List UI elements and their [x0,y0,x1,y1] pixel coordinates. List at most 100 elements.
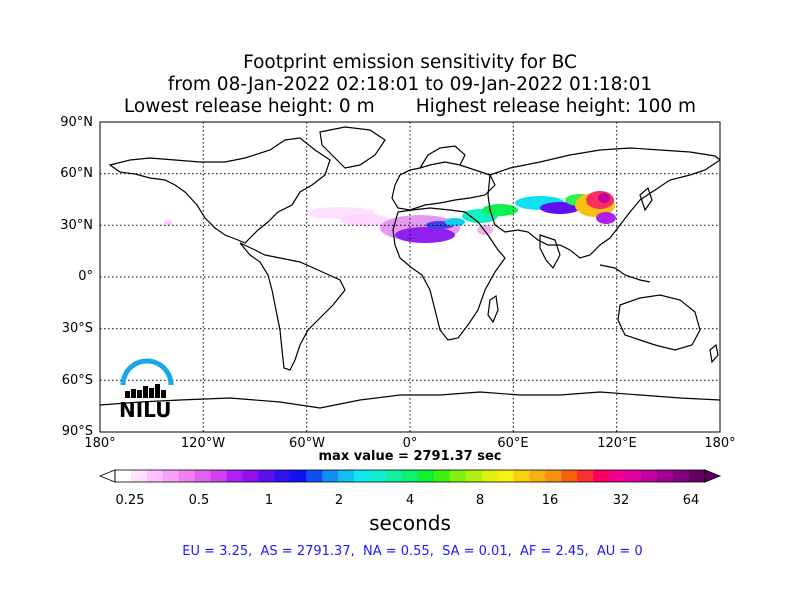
colorbar-cell [625,470,642,482]
colorbar-cell [593,470,610,482]
colorbar-tick-5: 8 [475,493,485,508]
coast-madagascar [487,294,499,324]
plume-pacific [164,220,172,226]
colorbar-cell [322,470,339,482]
colorbar-units-label: seconds [369,511,451,535]
lon-label-120w: 120°W [180,436,226,451]
plume-atlantic-2 [340,214,390,226]
plume-china-core [598,193,610,203]
nilu-logo-icon [120,358,174,398]
colorbar-cell [657,470,674,482]
colorbar-cell [433,470,451,482]
colorbar-cell [577,470,594,482]
colorbar-cell [146,470,164,482]
coast-greenland [319,126,386,169]
colorbar-tick-7: 32 [612,493,630,508]
colorbar-cell [497,470,515,482]
lon-label-60w: 60°W [289,436,325,451]
colorbar-cell [115,470,132,482]
colorbar-cell [210,470,228,482]
colorbar-cell [417,470,435,482]
colorbar-cell [673,470,690,482]
coast-antarctica [99,391,721,409]
map-frame [99,121,721,433]
coast-scandinavia [419,145,466,169]
colorbar-min-arrow [98,469,116,483]
chart-title-line-2: from 08-Jan-2022 02:18:01 to 09-Jan-2022… [167,74,653,95]
lon-label-180e: 180° [704,436,736,451]
nilu-logo-text: NILU [119,398,172,422]
colorbar-cell [130,470,148,482]
colorbar-tick-6: 16 [541,493,559,508]
colorbar-frame [114,469,706,483]
colorbar-cell [258,470,275,482]
colorbar-cell [449,470,467,482]
lon-label-60e: 60°E [497,436,529,451]
colorbar-cell [178,470,196,482]
lat-label-60s: 60°S [61,373,93,388]
plume-mideast-cyan [445,218,465,226]
plume-central-asia-purple [540,202,580,214]
max-value-label: max value = 2791.37 sec [318,449,502,464]
colorbar-tick-8: 64 [682,493,700,508]
colorbar-cell [641,470,658,482]
colorbar-cell [481,470,499,482]
lon-label-0: 0° [402,436,418,451]
colorbar-cell [274,470,291,482]
colorbar-cells [115,470,706,482]
chart-title-line-1: Footprint emission sensitivity for BC [243,52,577,73]
coast-australia [617,294,701,351]
plume-china-south [596,212,616,224]
lat-label-30n: 30°N [60,218,93,233]
coast-japan [639,186,653,212]
colorbar-cell [162,470,180,482]
colorbar-max-arrow [704,469,722,483]
colorbar-cell [561,470,578,482]
highest-release-height: Highest release height: 100 m [415,96,697,117]
coast-south-america [239,242,346,371]
colorbar-cell [689,470,706,482]
colorbar-cell [354,470,371,482]
colorbar-cell [609,470,626,482]
coast-new-zealand [709,343,719,364]
lon-label-180w: 180° [84,436,116,451]
colorbar-cell [306,470,323,482]
colorbar-tick-4: 4 [405,493,415,508]
nilu-logo [117,357,177,423]
lat-label-90n: 90°N [60,115,93,130]
colorbar-cell [226,470,244,482]
lat-label-90s: 90°S [61,424,93,439]
lat-label-30s: 30°S [61,321,93,336]
colorbar-cell [513,470,531,482]
lon-label-120e: 120°E [597,436,637,451]
colorbar-tick-2: 1 [264,493,274,508]
plume-arabia [477,225,493,235]
colorbar-cell [545,470,562,482]
emission-sensitivity-plume [164,191,616,243]
colorbar-cell [402,470,419,482]
regional-statistics: EU = 3.25, AS = 2791.37, NA = 0.55, SA =… [182,544,643,559]
colorbar-cell [370,470,387,482]
gridlines [100,122,720,432]
colorbar-cell [386,470,403,482]
colorbar-tick-3: 2 [334,493,344,508]
coast-asia [487,147,722,259]
colorbar-cell [338,470,355,482]
coastlines [99,126,722,409]
coast-india [539,234,561,270]
chart-title-line-3: Lowest release height: 0 m Highest relea… [0,96,800,118]
lat-label-60n: 60°N [60,166,93,181]
colorbar-cell [194,470,212,482]
colorbar-cell [242,470,260,482]
colorbar-cell [465,470,483,482]
colorbar-tick-1: 0.5 [188,493,210,508]
coast-north-america [108,137,331,244]
lat-label-0: 0° [78,269,93,284]
coast-indonesia [599,264,651,283]
colorbar-tick-0: 0.25 [115,493,145,508]
lowest-release-height: Lowest release height: 0 m [123,96,375,117]
colorbar-cell [529,470,547,482]
colorbar-cell [290,470,307,482]
